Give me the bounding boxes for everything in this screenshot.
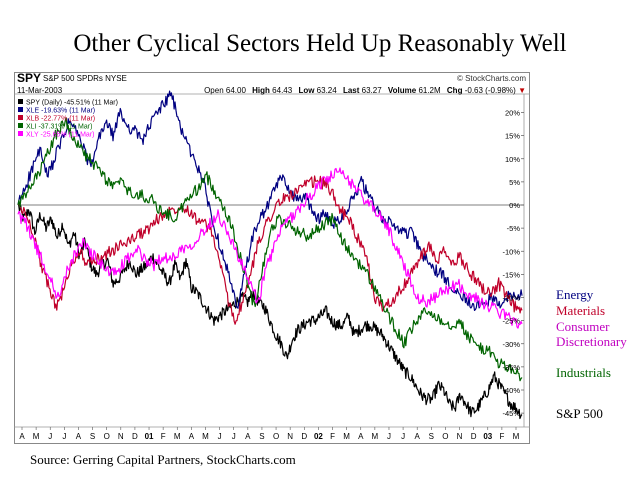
x-tick-label: N [457,432,463,441]
legend-entry: XLY -25.65% (11 Mar) [26,132,94,139]
chart-date: 11-Mar-2003 [17,86,63,95]
x-tick-label: 01 [145,432,154,441]
x-tick-label: A [19,432,25,441]
x-tick-label: D [471,432,477,441]
x-tick-label: 02 [314,432,323,441]
x-tick-label: A [245,432,251,441]
legend-swatch [18,123,23,128]
series-line [17,167,523,329]
x-tick-label: M [174,432,181,441]
x-tick-label: 03 [483,432,492,441]
legend-swatch [18,115,23,120]
sector-label: Industrials [556,365,611,380]
x-tick-label: J [48,432,52,441]
sector-label: Discretionary [556,334,627,349]
x-tick-label: O [442,432,448,441]
y-tick-label: -15% [502,270,520,279]
last-value: 63.27 [361,86,382,95]
y-tick-label: 10% [505,155,520,164]
chart-plot-area: 20% 15% 10% 5% 0% -5% -10% -15% -20% -25% -30% -35%… [14,72,530,444]
last-label: Last [342,86,360,95]
y-tick-label: 15% [505,132,520,141]
chg-label: Chg [446,86,463,95]
y-tick-label: 20% [505,109,520,118]
chg-value: -0.63 (-0.98%) [464,86,516,95]
x-tick-label: N [287,432,293,441]
open-label: Open [204,86,224,95]
legend-entry: XLI -37.31% (11 Mar) [26,124,92,131]
series-line [17,117,523,382]
sector-label: Energy [556,287,594,302]
x-tick-label: J [232,432,236,441]
x-tick-label: A [358,432,364,441]
y-tick-label: 5% [509,178,520,187]
y-tick-label: -5% [507,224,521,233]
x-tick-label: D [132,432,138,441]
x-tick-label: F [499,432,504,441]
y-tick-label: 0% [509,201,520,210]
x-tick-label: A [189,432,195,441]
legend-swatch [18,131,23,136]
y-tick-label: -25% [502,317,520,326]
x-tick-label: M [202,432,209,441]
legend-swatch [18,99,23,104]
low-label: Low [298,86,315,95]
sector-label: Materials [556,303,606,318]
x-tick-label: N [118,432,124,441]
high-label: High [252,86,270,95]
x-tick-label: S [259,432,264,441]
x-tick-label: O [104,432,110,441]
x-tick-label: F [161,432,166,441]
x-tick-label: D [301,432,307,441]
x-tick-label: M [372,432,379,441]
legend-swatch [18,107,23,112]
down-arrow-icon: ▼ [518,86,526,95]
x-tick-label: S [429,432,434,441]
y-tick-label: -45% [502,409,520,418]
open-value: 64.00 [225,86,246,95]
y-tick-label: -20% [502,294,520,303]
quote-bar: Open 64.00 High 64.43 Low 63.24 Last 63.… [204,86,526,95]
high-value: 64.43 [272,86,293,95]
y-tick-label: -10% [502,247,520,256]
y-tick-label: -30% [502,340,520,349]
chart-security-name: S&P 500 SPDRs NYSE [43,74,127,83]
low-value: 63.24 [316,86,337,95]
chart-credit: © StockCharts.com [456,74,526,83]
x-tick-label: J [387,432,391,441]
x-tick-label: F [330,432,335,441]
volume-value: 61.2M [418,86,441,95]
legend-entry: XLB -22.77% (11 Mar) [26,116,95,123]
slide-title: Other Cyclical Sectors Held Up Reasonabl… [73,30,567,57]
y-tick-label: -35% [502,363,520,372]
x-tick-label: J [218,432,222,441]
x-tick-label: M [343,432,350,441]
sector-label: S&P 500 [556,406,603,421]
volume-label: Volume [387,86,417,95]
x-tick-label: O [273,432,279,441]
stock-chart: 20% 15% 10% 5% 0% -5% -10% -15% -20% -25% -30% -35%… [14,71,530,444]
series-line [17,175,523,325]
x-tick-label: A [76,432,82,441]
x-tick-label: J [401,432,405,441]
y-tick-label: -40% [502,386,520,395]
x-tick-label: M [33,432,40,441]
source-note: Source: Gerring Capital Partners, StockC… [30,452,296,467]
x-tick-label: M [513,432,520,441]
x-tick-label: J [62,432,66,441]
x-tick-label: S [90,432,95,441]
sector-label: Consumer [556,319,610,334]
legend-entry: XLE -19.63% (11 Mar) [26,108,95,115]
legend-entry: SPY (Daily) -45.51% (11 Mar) [26,100,118,107]
x-tick-label: A [415,432,421,441]
series-line [17,90,523,311]
chart-ticker: SPY [17,71,42,85]
